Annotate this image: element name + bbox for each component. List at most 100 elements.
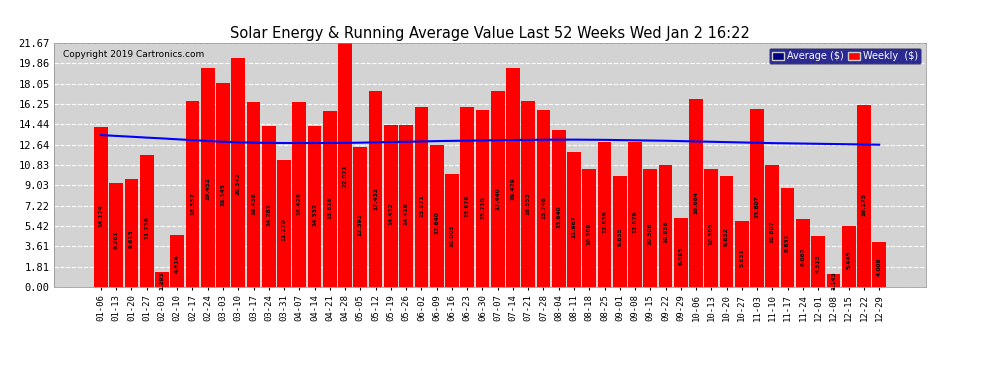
Text: 4.008: 4.008 — [877, 257, 882, 276]
Text: 5.831: 5.831 — [740, 248, 744, 267]
Bar — [842, 226, 855, 287]
Text: 16.684: 16.684 — [694, 191, 699, 214]
Text: 9.613: 9.613 — [129, 229, 134, 248]
Bar — [522, 100, 535, 287]
Bar — [308, 126, 322, 287]
Bar — [262, 126, 275, 287]
Bar — [582, 169, 596, 287]
Bar — [292, 102, 306, 287]
Text: 10.807: 10.807 — [770, 221, 775, 243]
Text: 15.748: 15.748 — [541, 196, 545, 219]
Text: 14.416: 14.416 — [404, 202, 409, 225]
Text: 10.506: 10.506 — [647, 222, 652, 245]
Bar — [628, 142, 642, 287]
Text: 14.174: 14.174 — [98, 204, 103, 226]
Bar — [765, 165, 779, 287]
Bar — [491, 91, 505, 287]
Bar — [475, 110, 489, 287]
Bar — [384, 124, 398, 287]
Legend: Average ($), Weekly  ($): Average ($), Weekly ($) — [769, 48, 921, 64]
Bar — [277, 160, 291, 287]
Bar — [353, 147, 367, 287]
Bar — [705, 169, 718, 287]
Text: 10.509: 10.509 — [587, 222, 592, 245]
Bar — [551, 130, 565, 287]
Text: 17.440: 17.440 — [495, 187, 500, 210]
Text: 18.145: 18.145 — [221, 184, 226, 207]
Text: 6.062: 6.062 — [800, 247, 806, 266]
Text: 9.835: 9.835 — [617, 228, 623, 246]
Bar — [109, 183, 123, 287]
Text: 1.143: 1.143 — [831, 272, 836, 291]
Text: 20.342: 20.342 — [236, 172, 241, 195]
Bar — [781, 188, 795, 287]
Text: 16.537: 16.537 — [190, 192, 195, 214]
Bar — [339, 39, 352, 287]
Text: 15.971: 15.971 — [419, 195, 424, 217]
Bar — [185, 101, 199, 287]
Bar — [644, 169, 657, 287]
Text: Copyright 2019 Cartronics.com: Copyright 2019 Cartronics.com — [63, 51, 204, 59]
Bar — [689, 99, 703, 287]
Text: 16.553: 16.553 — [526, 192, 531, 214]
Bar — [170, 235, 184, 287]
Bar — [446, 174, 458, 287]
Text: 10.836: 10.836 — [663, 220, 668, 243]
Text: 15.710: 15.710 — [480, 196, 485, 219]
Bar — [674, 218, 688, 287]
Bar — [155, 272, 169, 287]
Bar — [232, 58, 246, 287]
Bar — [537, 110, 550, 287]
Bar — [598, 142, 612, 287]
Text: 4.513: 4.513 — [816, 255, 821, 273]
Text: 14.281: 14.281 — [266, 203, 271, 226]
Text: 22.071: 22.071 — [343, 164, 347, 186]
Bar — [460, 107, 474, 287]
Bar — [140, 155, 153, 287]
Bar — [415, 107, 429, 287]
Text: 15.979: 15.979 — [464, 195, 469, 217]
Text: 10.505: 10.505 — [709, 222, 714, 245]
Bar — [613, 176, 627, 287]
Bar — [857, 105, 871, 287]
Text: 19.452: 19.452 — [205, 177, 210, 200]
Text: 19.429: 19.429 — [511, 177, 516, 200]
Text: 13.940: 13.940 — [556, 205, 561, 228]
Text: 10.003: 10.003 — [449, 225, 454, 248]
Bar — [658, 165, 672, 287]
Bar — [125, 179, 139, 287]
Bar — [201, 68, 215, 287]
Text: 11.967: 11.967 — [571, 215, 576, 238]
Bar — [506, 68, 520, 287]
Bar — [750, 109, 764, 287]
Bar — [323, 111, 337, 287]
Text: 16.438: 16.438 — [251, 192, 256, 215]
Bar — [796, 219, 810, 287]
Text: 14.332: 14.332 — [312, 203, 317, 226]
Text: 14.432: 14.432 — [388, 202, 393, 225]
Bar — [811, 236, 825, 287]
Text: 8.831: 8.831 — [785, 233, 790, 252]
Bar — [247, 102, 260, 287]
Bar — [368, 91, 382, 287]
Text: 11.270: 11.270 — [281, 219, 286, 241]
Bar — [735, 221, 748, 287]
Text: 6.095: 6.095 — [678, 247, 683, 265]
Text: 12.391: 12.391 — [357, 213, 363, 236]
Bar — [720, 176, 734, 287]
Bar — [827, 274, 841, 287]
Text: 5.445: 5.445 — [846, 250, 851, 269]
Text: 9.832: 9.832 — [724, 228, 729, 246]
Bar — [567, 152, 581, 287]
Bar — [430, 145, 444, 287]
Bar — [872, 242, 886, 287]
Text: 12.836: 12.836 — [602, 210, 607, 233]
Title: Solar Energy & Running Average Value Last 52 Weeks Wed Jan 2 16:22: Solar Energy & Running Average Value Las… — [230, 26, 750, 40]
Text: 15.807: 15.807 — [754, 195, 759, 218]
Text: 12.879: 12.879 — [633, 210, 638, 233]
Bar — [216, 83, 230, 287]
Text: 1.293: 1.293 — [159, 271, 164, 290]
Text: 12.640: 12.640 — [435, 211, 440, 234]
Text: 4.614: 4.614 — [174, 254, 180, 273]
Text: 11.736: 11.736 — [145, 216, 149, 239]
